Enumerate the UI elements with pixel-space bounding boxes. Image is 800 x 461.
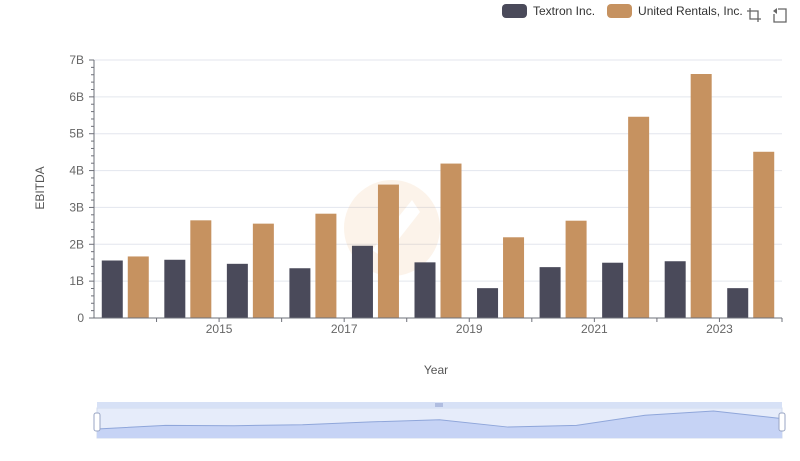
- chart-toolbox: [745, 6, 797, 24]
- x-tick-label: 2017: [331, 322, 358, 336]
- y-tick-label: 6B: [69, 90, 84, 104]
- y-tick-label: 5B: [69, 127, 84, 141]
- bar: [477, 288, 499, 318]
- slider-preview-line: [96, 410, 783, 430]
- bar: [289, 268, 311, 318]
- y-tick-label: 3B: [69, 200, 84, 214]
- bar: [101, 260, 123, 318]
- x-axis-title: Year: [424, 363, 448, 377]
- bar: [252, 223, 274, 318]
- y-tick-label: 0: [77, 311, 84, 325]
- restore-icon[interactable]: [771, 6, 789, 24]
- y-tick-label: 7B: [69, 53, 84, 67]
- legend-swatch-united-rentals: [607, 4, 633, 18]
- bar: [440, 163, 462, 318]
- bar: [127, 256, 149, 318]
- x-tick-labels: 2015 2017 2019 2021 2023: [206, 322, 733, 336]
- bar: [164, 259, 186, 318]
- bar: [727, 288, 749, 318]
- bar: [565, 220, 587, 318]
- legend-label-textron: Textron Inc.: [533, 4, 596, 18]
- bar: [377, 184, 399, 318]
- legend-swatch-textron: [502, 4, 527, 18]
- axes: [89, 59, 783, 322]
- y-tick-labels: 0 1B 2B 3B 4B 5B 6B 7B: [69, 53, 84, 325]
- zoom-icon[interactable]: [745, 6, 763, 24]
- slider-move-handle: [435, 403, 443, 407]
- x-tick-label: 2021: [581, 322, 608, 336]
- bar: [351, 245, 373, 318]
- legend-label-united-rentals: United Rentals, Inc.: [638, 4, 743, 18]
- legend: Textron Inc. United Rentals, Inc.: [502, 4, 755, 18]
- y-axis-title: EBITDA: [33, 166, 47, 209]
- y-tick-label: 1B: [69, 274, 84, 288]
- bar: [315, 213, 337, 318]
- x-tick-label: 2023: [706, 322, 733, 336]
- slider-right-handle[interactable]: [778, 412, 786, 432]
- slider-preview-area: [97, 411, 782, 438]
- bar-series: [101, 74, 775, 319]
- bar: [628, 116, 650, 318]
- y-tick-label: 2B: [69, 237, 84, 251]
- legend-item-textron[interactable]: Textron Inc.: [502, 4, 595, 18]
- bar: [190, 220, 212, 318]
- bar: [539, 267, 561, 318]
- bar: [664, 261, 686, 318]
- x-tick-label: 2019: [456, 322, 483, 336]
- x-tick-label: 2015: [206, 322, 233, 336]
- bar: [414, 262, 436, 318]
- bar: [503, 237, 525, 318]
- bar: [753, 151, 775, 318]
- slider-left-handle[interactable]: [93, 412, 101, 432]
- data-zoom-slider[interactable]: [93, 402, 786, 439]
- legend-item-united-rentals[interactable]: United Rentals, Inc.: [607, 4, 743, 18]
- bar: [226, 263, 248, 318]
- bar: [602, 262, 624, 318]
- bar: [690, 74, 712, 319]
- y-tick-label: 4B: [69, 164, 84, 178]
